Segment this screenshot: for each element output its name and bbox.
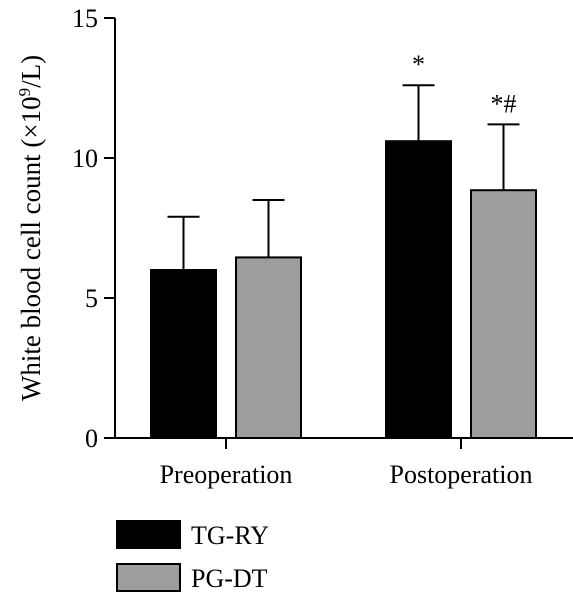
bar-pg-dt-postoperation [470,189,537,439]
significance-marker: * [412,50,425,79]
y-tick-label: 10 [72,144,98,173]
bar-tg-ry-preoperation [150,269,217,439]
y-axis: 0 5 10 15 [72,4,116,453]
y-ticks: 0 5 10 15 [72,4,115,453]
legend-swatch-tg-ry [116,520,181,549]
legend-label-pg-dt: PG-DT [191,564,268,593]
x-tick-label: Preoperation [160,460,293,489]
y-tick-label: 15 [72,4,98,33]
y-tick-label: 5 [85,284,98,313]
y-axis-title-superscript: 9 [15,88,34,97]
y-tick-label: 0 [85,424,98,453]
x-tick-label: Postoperation [390,460,533,489]
significance-marker: *# [491,89,517,118]
legend: TG-RY PG-DT [116,520,269,593]
legend-swatch-pg-dt [116,563,181,592]
y-axis-title: White blood cell count (×109/L) [15,55,46,401]
y-axis-title-prefix: White blood cell count (×10 [16,96,46,401]
bar-tg-ry-postoperation [385,140,452,439]
x-axis: Preoperation Postoperation [114,437,573,489]
legend-label-tg-ry: TG-RY [191,521,269,550]
bar-pg-dt-preoperation [235,256,302,439]
y-axis-title-suffix: /L) [16,55,46,88]
x-ticks: Preoperation Postoperation [160,438,533,489]
bars: * *# [150,50,537,439]
